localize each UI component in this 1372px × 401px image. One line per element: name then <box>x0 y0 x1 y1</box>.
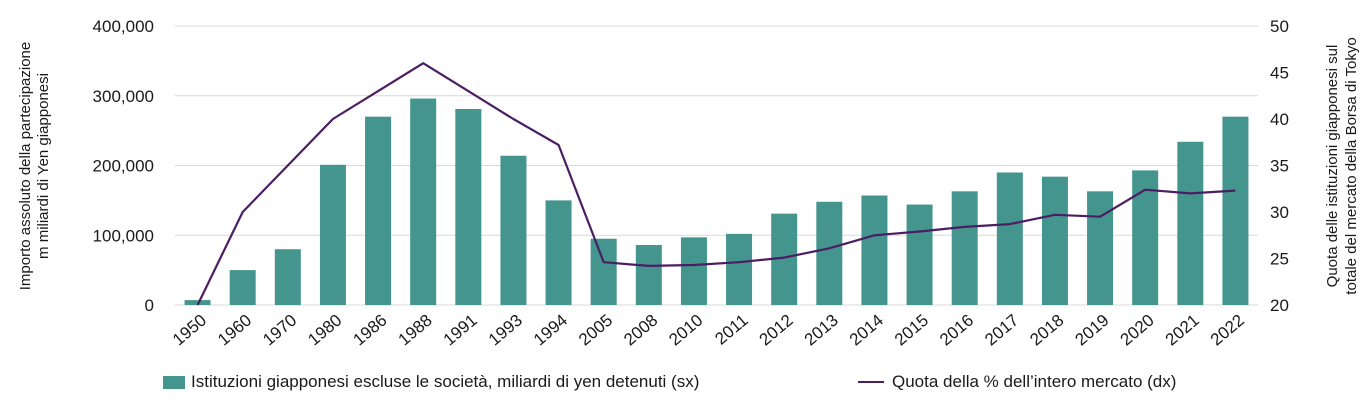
x-tick-label: 2013 <box>801 311 842 350</box>
left-axis-title: m miliardi di Yen giapponesi <box>35 73 52 259</box>
x-tick-label: 2008 <box>620 311 661 350</box>
line-series <box>196 62 1236 306</box>
x-tick-label: 2022 <box>1207 311 1248 350</box>
left-tick-label: 100,000 <box>93 226 154 245</box>
bar <box>996 172 1023 305</box>
right-axis-title: Quota delle istituzioni giapponesi sul <box>1324 45 1341 288</box>
right-tick-label: 40 <box>1270 110 1289 129</box>
left-axis-ticks: 0 100,000 200,000 300,000 400,000 <box>93 17 154 315</box>
bar <box>545 200 572 305</box>
legend-item-bars: Istituzioni giapponesi escluse le societ… <box>163 372 699 392</box>
legend-label-bars: Istituzioni giapponesi escluse le societ… <box>191 372 700 391</box>
x-tick-label: 1991 <box>440 311 481 350</box>
bar <box>680 237 707 305</box>
bar <box>319 164 346 305</box>
bar <box>1222 116 1249 305</box>
bar <box>590 238 617 305</box>
bar <box>635 245 662 305</box>
bar <box>229 270 256 305</box>
legend: Istituzioni giapponesi escluse le societ… <box>0 372 1372 396</box>
x-tick-label: 2019 <box>1071 311 1112 350</box>
share-line <box>196 62 1236 306</box>
x-tick-label: 1980 <box>304 311 345 350</box>
x-tick-label: 2016 <box>936 311 977 350</box>
left-tick-label: 300,000 <box>93 87 154 106</box>
legend-item-line: Quota della % dell’intero mercato (dx) <box>858 372 1176 392</box>
x-tick-label: 1994 <box>530 311 571 350</box>
x-tick-label: 2010 <box>665 311 706 350</box>
bar <box>816 201 843 305</box>
right-tick-label: 25 <box>1270 250 1289 269</box>
x-axis-ticks: 1950 1960 1970 1980 1986 1988 1991 1993 1994 2005… <box>169 311 1248 350</box>
bar <box>500 155 527 305</box>
bar <box>410 98 437 305</box>
right-tick-label: 20 <box>1270 296 1289 315</box>
bar <box>906 204 933 305</box>
bar <box>274 249 301 305</box>
x-tick-label: 2005 <box>575 311 616 350</box>
right-tick-label: 30 <box>1270 203 1289 222</box>
left-tick-label: 0 <box>145 296 154 315</box>
x-tick-label: 2012 <box>756 311 797 350</box>
legend-swatch-line <box>858 381 884 383</box>
gridlines <box>175 25 1258 306</box>
x-tick-label: 1960 <box>214 311 255 350</box>
right-tick-label: 45 <box>1270 64 1289 83</box>
right-axis-title: totale del mercato della Borsa di Tokyo <box>1343 37 1360 294</box>
bar <box>861 195 888 305</box>
combo-chart: 0 100,000 200,000 300,000 400,000 20 25 30 35 40… <box>17 17 1360 350</box>
left-tick-label: 200,000 <box>93 157 154 176</box>
x-tick-label: 2015 <box>891 311 932 350</box>
left-tick-label: 400,000 <box>93 17 154 36</box>
right-tick-label: 35 <box>1270 157 1289 176</box>
bar <box>455 109 482 305</box>
axis-titles: Importo assoluto della partecipazione m m… <box>17 37 1360 294</box>
x-tick-label: 1950 <box>169 311 210 350</box>
bar <box>365 116 392 305</box>
bar <box>1132 170 1159 305</box>
bar <box>1041 176 1068 305</box>
bar-series <box>184 98 1249 305</box>
right-axis-ticks: 20 25 30 35 40 45 50 <box>1270 17 1289 315</box>
right-tick-label: 50 <box>1270 17 1289 36</box>
x-tick-label: 2017 <box>981 311 1022 350</box>
bar <box>951 191 978 305</box>
x-tick-label: 1993 <box>485 311 526 350</box>
x-tick-label: 2011 <box>711 311 751 349</box>
legend-swatch-bars <box>163 375 185 389</box>
left-axis-title: Importo assoluto della partecipazione <box>17 42 34 290</box>
x-tick-label: 2018 <box>1026 311 1067 350</box>
bar <box>726 233 753 305</box>
legend-label-line: Quota della % dell’intero mercato (dx) <box>892 372 1177 391</box>
x-tick-label: 2014 <box>846 311 887 350</box>
x-tick-label: 2021 <box>1162 311 1203 350</box>
x-tick-label: 1970 <box>259 311 300 350</box>
x-tick-label: 2020 <box>1117 311 1158 350</box>
x-tick-label: 1986 <box>349 311 390 350</box>
bar <box>1177 141 1204 305</box>
bar <box>1087 191 1114 305</box>
x-tick-label: 1988 <box>395 311 436 350</box>
